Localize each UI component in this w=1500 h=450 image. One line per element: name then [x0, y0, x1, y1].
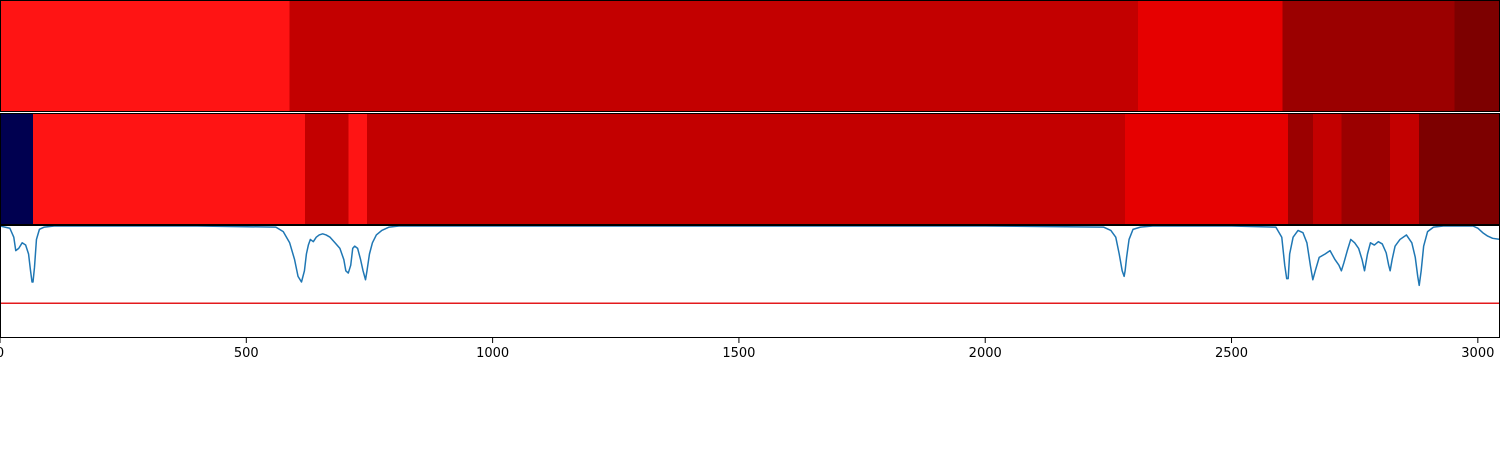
x-tick-label: 2500 [1215, 346, 1248, 361]
x-axis: 0 500 1000 1500 2000 2500 3000 [0, 338, 1494, 361]
heatmap-band-2 [0, 113, 1500, 225]
heatmap-segment [1390, 113, 1420, 225]
heatmap-segment [33, 113, 305, 225]
heatmap-segment [0, 113, 34, 225]
heatmap-segment [1282, 0, 1455, 112]
heatmap-segment [1137, 0, 1283, 112]
x-tick-label: 1500 [722, 346, 755, 361]
x-tick-label: 0 [0, 346, 4, 361]
heatmap-segment [1454, 0, 1500, 112]
heatmap-segment [366, 113, 1126, 225]
heatmap-segment [348, 113, 367, 225]
line-panel [0, 225, 1500, 338]
x-tick-label: 2000 [969, 346, 1002, 361]
heatmap-segment [1288, 113, 1313, 225]
series-line [0, 225, 1500, 287]
x-tick-label: 500 [234, 346, 259, 361]
x-tick-label: 3000 [1461, 346, 1494, 361]
heatmap-segment [1312, 113, 1342, 225]
x-tick-label: 1000 [476, 346, 509, 361]
heatmap-segment [0, 0, 290, 112]
heatmap-band-1 [0, 0, 1500, 112]
heatmap-segment [1125, 113, 1289, 225]
heatmap-segment [1341, 113, 1391, 225]
heatmap-segment [289, 0, 1138, 112]
heatmap-segment [1419, 113, 1500, 225]
heatmap-segment [304, 113, 349, 225]
line-panel-frame [0, 225, 1500, 338]
